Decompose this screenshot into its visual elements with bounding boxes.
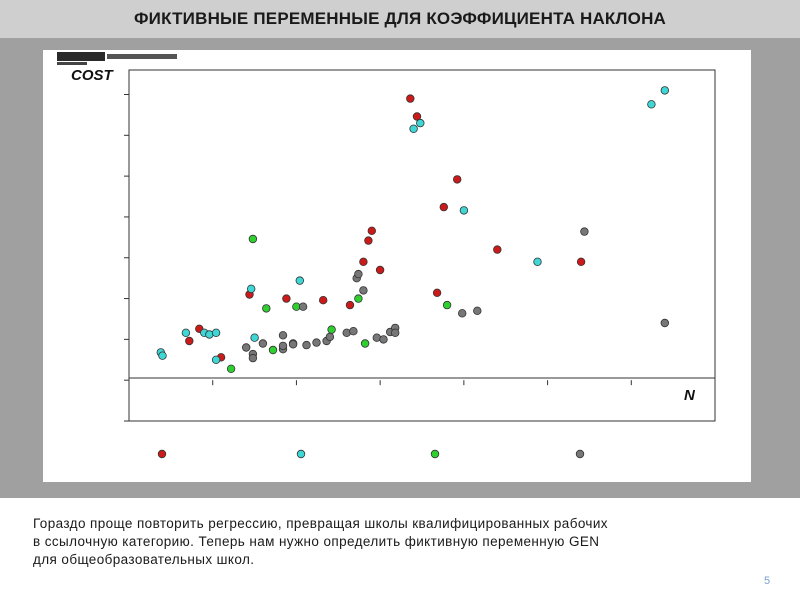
red-point — [406, 94, 415, 103]
green-point — [327, 325, 336, 334]
body-line-3: для общеобразовательных школ. — [33, 552, 255, 567]
cyan-point — [158, 351, 167, 360]
cyan-point — [295, 276, 304, 285]
legend-marker-green — [430, 449, 440, 459]
gray-point — [354, 269, 363, 279]
green-point — [262, 304, 271, 313]
gray-point — [391, 328, 400, 337]
gray-point — [258, 339, 268, 348]
gray-point — [278, 331, 288, 340]
cyan-point — [246, 284, 256, 293]
red-point — [319, 295, 328, 305]
cyan-point — [181, 328, 191, 337]
chart-panel: COST N — [43, 50, 751, 482]
green-point — [248, 234, 258, 244]
scatter-chart: COST N — [57, 52, 716, 459]
cyan-point — [459, 206, 469, 215]
cyan-point — [211, 328, 221, 337]
gray-point — [379, 335, 388, 344]
page-number: 5 — [764, 575, 771, 587]
data-points — [156, 86, 669, 373]
x-axis-label: N — [684, 387, 696, 404]
body-line-1: Гораздо проще повторить регрессию, превр… — [33, 516, 608, 531]
cyan-point — [647, 100, 656, 109]
legend-scribble — [57, 52, 177, 65]
green-point — [226, 364, 236, 373]
red-point — [359, 257, 368, 266]
green-point — [268, 345, 278, 355]
y-axis-label: COST — [71, 67, 115, 84]
x-ticks — [212, 380, 632, 386]
green-point — [442, 300, 452, 310]
gray-point — [458, 309, 467, 318]
red-point — [282, 294, 291, 303]
red-point — [185, 336, 194, 346]
cyan-point — [211, 355, 221, 364]
gray-point — [241, 343, 251, 352]
gray-point — [312, 338, 321, 347]
legend-marker-red — [157, 449, 167, 459]
legend-marker-cyan — [296, 449, 306, 459]
gray-point — [359, 286, 368, 295]
slide-title: ФИКТИВНЫЕ ПЕРЕМЕННЫЕ ДЛЯ КОЭФФИЦИЕНТА НА… — [133, 9, 667, 28]
red-point — [367, 226, 376, 235]
gray-point — [349, 327, 358, 336]
cyan-point — [416, 118, 425, 128]
gray-point — [288, 340, 298, 349]
red-point — [439, 202, 448, 212]
gray-point — [660, 318, 669, 328]
green-point — [360, 339, 370, 348]
cyan-point — [533, 257, 542, 266]
gray-point — [302, 340, 311, 350]
red-point — [364, 236, 373, 245]
red-point — [432, 288, 442, 297]
red-point — [576, 257, 586, 266]
gray-point — [248, 353, 258, 363]
y-ticks — [124, 93, 129, 422]
red-point — [345, 300, 355, 310]
cyan-point — [250, 333, 259, 342]
red-point — [375, 265, 385, 275]
cyan-point — [409, 124, 418, 133]
red-point — [493, 245, 502, 254]
gray-point — [278, 341, 288, 351]
red-point — [412, 112, 422, 121]
gray-point — [325, 332, 335, 342]
slide-body-text: Гораздо проще повторить регрессию, превр… — [33, 515, 763, 569]
legend-marker-gray — [575, 449, 585, 459]
green-point — [354, 294, 363, 303]
legend — [157, 449, 585, 459]
red-point — [453, 175, 462, 184]
title-bar: ФИКТИВНЫЕ ПЕРЕМЕННЫЕ ДЛЯ КОЭФФИЦИЕНТА НА… — [0, 0, 800, 39]
body-line-2: в ссылочную категорию. Теперь нам нужно … — [33, 534, 600, 549]
gray-point — [473, 306, 482, 315]
gray-point — [580, 227, 589, 236]
cyan-point — [660, 86, 669, 95]
gray-point — [298, 302, 308, 311]
